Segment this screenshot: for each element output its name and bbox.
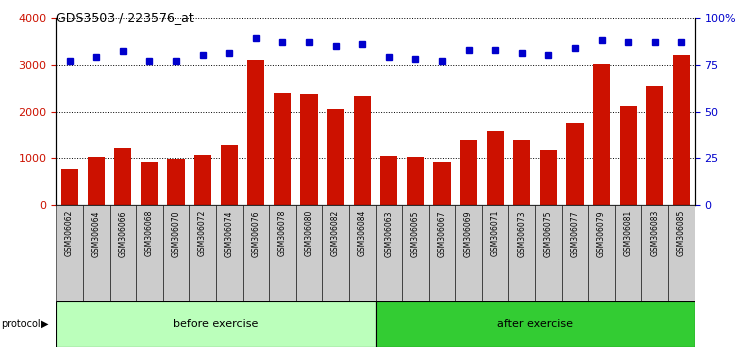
Text: GSM306077: GSM306077 xyxy=(571,210,580,257)
Text: GSM306072: GSM306072 xyxy=(198,210,207,257)
Text: GSM306079: GSM306079 xyxy=(597,210,606,257)
FancyBboxPatch shape xyxy=(243,205,269,301)
Text: GSM306083: GSM306083 xyxy=(650,210,659,257)
Text: GSM306066: GSM306066 xyxy=(119,210,128,257)
FancyBboxPatch shape xyxy=(535,205,562,301)
Text: GSM306078: GSM306078 xyxy=(278,210,287,257)
Bar xyxy=(673,55,690,205)
Text: GDS3503 / 223576_at: GDS3503 / 223576_at xyxy=(56,11,194,24)
Text: GSM306081: GSM306081 xyxy=(623,210,632,256)
FancyBboxPatch shape xyxy=(455,205,482,301)
Bar xyxy=(566,123,584,205)
Text: GSM306075: GSM306075 xyxy=(544,210,553,257)
Bar xyxy=(540,150,557,205)
FancyBboxPatch shape xyxy=(83,205,110,301)
Text: GSM306073: GSM306073 xyxy=(517,210,526,257)
Bar xyxy=(88,156,105,205)
FancyBboxPatch shape xyxy=(56,301,376,347)
Text: ▶: ▶ xyxy=(41,319,49,329)
Text: GSM306063: GSM306063 xyxy=(385,210,394,257)
Text: GSM306068: GSM306068 xyxy=(145,210,154,257)
FancyBboxPatch shape xyxy=(189,205,216,301)
Bar xyxy=(593,64,611,205)
Bar xyxy=(140,162,158,205)
FancyBboxPatch shape xyxy=(668,205,695,301)
FancyBboxPatch shape xyxy=(110,205,136,301)
Bar xyxy=(327,109,344,205)
Bar xyxy=(460,140,477,205)
FancyBboxPatch shape xyxy=(136,205,163,301)
Text: GSM306074: GSM306074 xyxy=(225,210,234,257)
Text: before exercise: before exercise xyxy=(173,319,258,329)
Text: GSM306070: GSM306070 xyxy=(171,210,180,257)
Bar xyxy=(300,94,318,205)
Text: GSM306082: GSM306082 xyxy=(331,210,340,256)
Text: GSM306064: GSM306064 xyxy=(92,210,101,257)
FancyBboxPatch shape xyxy=(482,205,508,301)
Bar xyxy=(620,106,637,205)
Text: GSM306076: GSM306076 xyxy=(252,210,261,257)
Bar xyxy=(221,145,238,205)
FancyBboxPatch shape xyxy=(296,205,322,301)
Text: GSM306071: GSM306071 xyxy=(490,210,499,257)
Text: GSM306065: GSM306065 xyxy=(411,210,420,257)
FancyBboxPatch shape xyxy=(615,205,641,301)
Bar xyxy=(194,155,211,205)
FancyBboxPatch shape xyxy=(402,205,429,301)
FancyBboxPatch shape xyxy=(376,205,402,301)
FancyBboxPatch shape xyxy=(163,205,189,301)
Bar xyxy=(433,162,451,205)
Bar xyxy=(407,156,424,205)
Text: GSM306080: GSM306080 xyxy=(304,210,313,257)
FancyBboxPatch shape xyxy=(588,205,615,301)
Bar xyxy=(380,156,397,205)
FancyBboxPatch shape xyxy=(216,205,243,301)
Text: protocol: protocol xyxy=(2,319,41,329)
Bar xyxy=(167,159,185,205)
FancyBboxPatch shape xyxy=(269,205,296,301)
Bar xyxy=(646,86,663,205)
FancyBboxPatch shape xyxy=(376,301,695,347)
Text: GSM306084: GSM306084 xyxy=(357,210,366,257)
FancyBboxPatch shape xyxy=(562,205,588,301)
Text: GSM306067: GSM306067 xyxy=(438,210,447,257)
Bar xyxy=(487,131,504,205)
FancyBboxPatch shape xyxy=(508,205,535,301)
Bar xyxy=(114,148,131,205)
Bar xyxy=(247,61,264,205)
FancyBboxPatch shape xyxy=(641,205,668,301)
Text: GSM306062: GSM306062 xyxy=(65,210,74,257)
FancyBboxPatch shape xyxy=(349,205,376,301)
FancyBboxPatch shape xyxy=(429,205,455,301)
FancyBboxPatch shape xyxy=(322,205,349,301)
Text: after exercise: after exercise xyxy=(497,319,573,329)
Text: GSM306085: GSM306085 xyxy=(677,210,686,257)
Bar xyxy=(61,169,78,205)
Bar xyxy=(274,93,291,205)
FancyBboxPatch shape xyxy=(56,205,83,301)
Text: GSM306069: GSM306069 xyxy=(464,210,473,257)
Bar xyxy=(354,96,371,205)
Bar xyxy=(513,140,530,205)
